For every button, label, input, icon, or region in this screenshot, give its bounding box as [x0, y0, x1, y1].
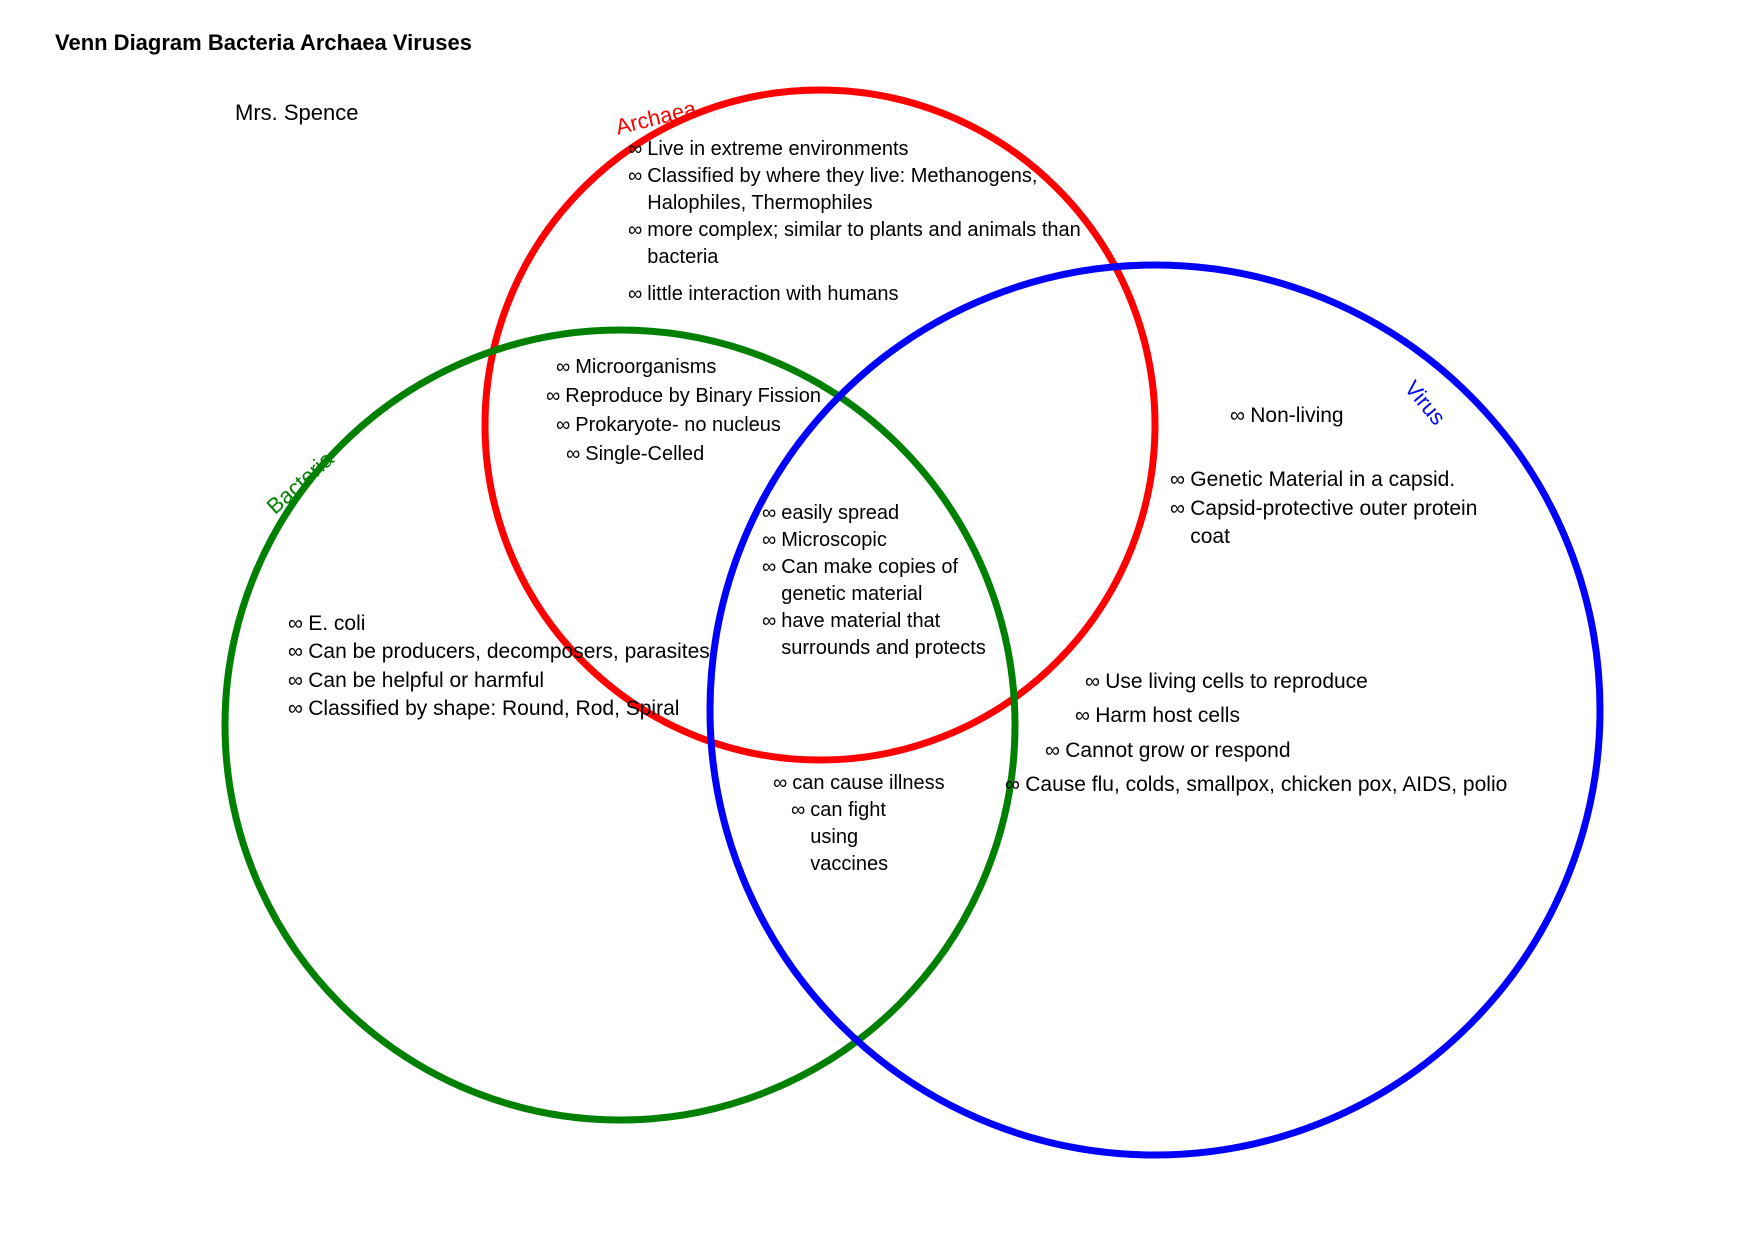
bullet-symbol: ∞ [791, 797, 805, 824]
bullet-text: more complex; similar to plants and anim… [647, 217, 1088, 271]
bullet-item: ∞Use living cells to reproduce [1085, 668, 1515, 696]
bullet-text: Capsid-protective outer protein coat [1190, 495, 1500, 552]
bullet-symbol: ∞ [566, 441, 580, 468]
bullet-item: ∞Microscopic [762, 527, 992, 554]
bullet-item: ∞Genetic Material in a capsid. [1170, 466, 1500, 494]
bullet-item: ∞E. coli [288, 610, 778, 638]
bullet-item: ∞little interaction with humans [628, 281, 1088, 308]
bullet-symbol: ∞ [1045, 737, 1060, 765]
bullet-item: ∞have material that surrounds and protec… [762, 608, 992, 662]
bullet-symbol: ∞ [762, 500, 776, 527]
bullet-symbol: ∞ [1170, 466, 1185, 494]
bullet-symbol: ∞ [628, 163, 642, 190]
bullet-item: ∞Can make copies of genetic material [762, 554, 992, 608]
bullet-item: ∞Classified by where they live: Methanog… [628, 163, 1088, 217]
bullet-symbol: ∞ [1075, 702, 1090, 730]
region-archaea-bacteria: ∞Microorganisms∞Reproduce by Binary Fiss… [546, 354, 856, 470]
bullet-text: Reproduce by Binary Fission [565, 383, 821, 410]
bullet-symbol: ∞ [628, 281, 642, 308]
bullet-item: ∞Harm host cells [1075, 702, 1515, 730]
bullet-item: ∞Capsid-protective outer protein coat [1170, 495, 1500, 552]
bullet-text: can fight using vaccines [810, 797, 931, 878]
bullet-item: ∞can fight using vaccines [791, 797, 931, 878]
bullet-item: ∞more complex; similar to plants and ani… [628, 217, 1088, 271]
bullet-symbol: ∞ [628, 136, 642, 163]
bullet-item: ∞easily spread [762, 500, 992, 527]
canvas: Venn Diagram Bacteria Archaea Viruses Mr… [0, 0, 1755, 1240]
region-bacteria-virus: ∞can cause illness∞can fight using vacci… [773, 770, 973, 878]
bullet-text: Harm host cells [1095, 702, 1240, 730]
bullet-text: have material that surrounds and protect… [781, 608, 992, 662]
bullet-text: Live in extreme environments [647, 136, 908, 163]
region-bacteria-only: ∞E. coli∞Can be producers, decomposers, … [288, 610, 778, 723]
bullet-item: ∞can cause illness [773, 770, 973, 797]
bullet-text: Single-Celled [585, 441, 704, 468]
bullet-item: ∞Single-Celled [566, 441, 856, 468]
bullet-text: can cause illness [792, 770, 944, 797]
bullet-text: Classified by shape: Round, Rod, Spiral [308, 695, 679, 723]
region-archaea-only: ∞Live in extreme environments∞Classified… [628, 136, 1088, 308]
bullet-symbol: ∞ [628, 217, 642, 244]
bullet-symbol: ∞ [288, 610, 303, 638]
bullet-symbol: ∞ [556, 354, 570, 381]
bullet-text: Can make copies of genetic material [781, 554, 992, 608]
bullet-text: Microorganisms [575, 354, 716, 381]
bullet-text: Prokaryote- no nucleus [575, 412, 781, 439]
bullet-text: Non-living [1250, 402, 1343, 430]
region-all-three: ∞easily spread∞Microscopic∞Can make copi… [762, 500, 992, 662]
bullet-item: ∞Cannot grow or respond [1045, 737, 1515, 765]
bullet-item: ∞Non-living [1230, 402, 1500, 430]
bullet-symbol: ∞ [762, 554, 776, 581]
bullet-symbol: ∞ [1085, 668, 1100, 696]
bullet-item: ∞Cause flu, colds, smallpox, chicken pox… [1005, 771, 1515, 799]
bullet-text: Microscopic [781, 527, 887, 554]
bullet-symbol: ∞ [288, 667, 303, 695]
bullet-symbol: ∞ [1005, 771, 1020, 799]
bullet-item: ∞Microorganisms [556, 354, 856, 381]
bullet-text: Use living cells to reproduce [1105, 668, 1368, 696]
bullet-text: Cannot grow or respond [1065, 737, 1290, 765]
bullet-text: easily spread [781, 500, 899, 527]
region-virus-only-upper: ∞Non-living∞Genetic Material in a capsid… [1170, 402, 1500, 551]
region-virus-only-lower: ∞Use living cells to reproduce∞Harm host… [1005, 668, 1515, 805]
bullet-item: ∞Can be producers, decomposers, parasite… [288, 638, 778, 666]
bullet-symbol: ∞ [1170, 495, 1185, 523]
bullet-item: ∞Prokaryote- no nucleus [556, 412, 856, 439]
bullet-symbol: ∞ [288, 695, 303, 723]
bullet-symbol: ∞ [1230, 402, 1245, 430]
bullet-item: ∞Live in extreme environments [628, 136, 1088, 163]
bullet-text: Genetic Material in a capsid. [1190, 466, 1455, 494]
bullet-symbol: ∞ [773, 770, 787, 797]
bullet-text: Cause flu, colds, smallpox, chicken pox,… [1025, 771, 1507, 799]
bullet-text: Classified by where they live: Methanoge… [647, 163, 1088, 217]
bullet-text: E. coli [308, 610, 365, 638]
bullet-text: Can be producers, decomposers, parasites [308, 638, 710, 666]
bullet-symbol: ∞ [288, 638, 303, 666]
bullet-item: ∞Can be helpful or harmful [288, 667, 778, 695]
bullet-symbol: ∞ [762, 527, 776, 554]
bullet-item: ∞Reproduce by Binary Fission [546, 383, 856, 410]
bullet-symbol: ∞ [556, 412, 570, 439]
bullet-item: ∞Classified by shape: Round, Rod, Spiral [288, 695, 778, 723]
bullet-symbol: ∞ [546, 383, 560, 410]
bullet-text: little interaction with humans [647, 281, 898, 308]
bullet-text: Can be helpful or harmful [308, 667, 544, 695]
